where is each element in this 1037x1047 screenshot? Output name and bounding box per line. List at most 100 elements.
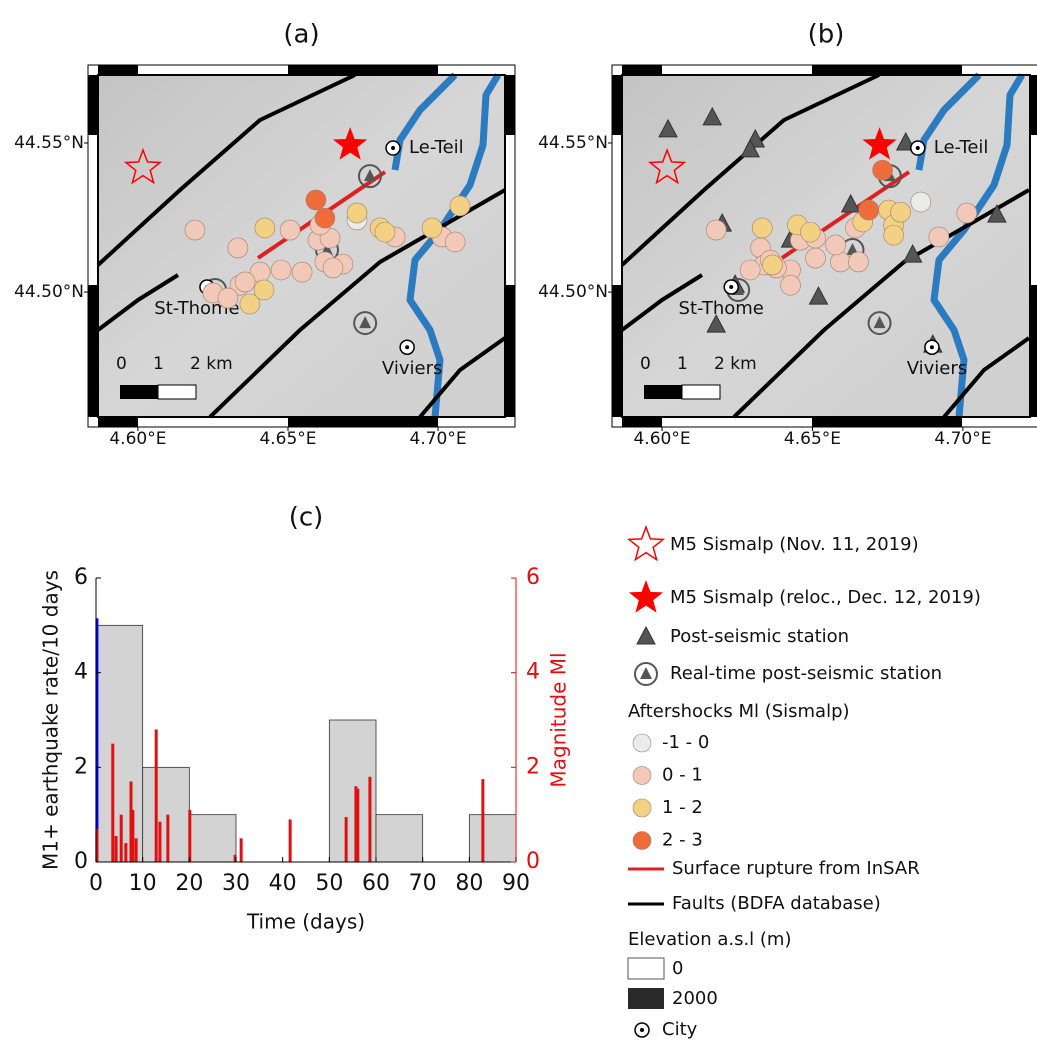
y-tick-label: 44.55°N (538, 133, 608, 153)
fault (96, 273, 180, 332)
aftershock (270, 259, 292, 281)
scale-white (681, 384, 721, 400)
y-tick-label: 4 (74, 660, 88, 685)
legend-elev-low (627, 957, 665, 980)
fault (732, 188, 1030, 419)
aftershock (253, 279, 275, 301)
star-marker (333, 127, 368, 160)
histogram-bar (142, 766, 190, 863)
aftershock (322, 257, 344, 279)
scale-label: 1 (153, 354, 164, 374)
aftershock (234, 271, 256, 293)
aftershock (848, 251, 869, 273)
scale-label: 1 (677, 354, 688, 374)
x-tick-label: 40 (269, 871, 297, 896)
triangle (359, 316, 372, 329)
y2-tick-label: 4 (526, 660, 540, 685)
aftershock (279, 219, 301, 241)
ring (867, 311, 892, 336)
legend-label: Elevation a.s.l (m) (628, 929, 792, 950)
aftershock (910, 191, 932, 213)
frame-bar (288, 417, 438, 427)
legend-swatch (632, 733, 652, 753)
x-tick-label: 4.65°E (784, 429, 841, 449)
star (647, 147, 687, 185)
x-tick-label: 4.70°E (934, 429, 991, 449)
fault (620, 273, 704, 332)
city-marker (924, 339, 940, 355)
frame-outline (87, 64, 516, 428)
frame-bar (1030, 357, 1037, 417)
y-tick-label: 44.50°N (538, 282, 608, 302)
frame-outline (611, 64, 1037, 428)
panel-title: (c) (289, 503, 324, 533)
open-star-marker (123, 147, 163, 185)
aftershock (291, 261, 313, 283)
aftershock (314, 207, 336, 229)
legend-label: Aftershocks Ml (Sismalp) (628, 701, 850, 722)
scale-label: 0 (640, 354, 651, 374)
y2-axis-label: Magnitude Ml (547, 652, 571, 787)
legend-label: Surface rupture from InSAR (672, 858, 920, 879)
aftershock (762, 254, 783, 276)
legend-label: Post-seismic station (670, 626, 849, 647)
frame-bar (98, 65, 138, 75)
triangle-marker (840, 193, 861, 213)
fault (96, 73, 356, 267)
legend-label: City (662, 1019, 698, 1040)
legend-label: Real-time post-seismic station (670, 663, 942, 684)
scale-label: 0 (116, 354, 127, 374)
histogram-bar (375, 814, 424, 863)
x-tick-label: 4.65°E (259, 429, 316, 449)
aftershock (305, 189, 327, 211)
ring (634, 662, 658, 686)
triangle-marker (702, 106, 723, 126)
city-dot (929, 345, 934, 350)
city-label: Le-Teil (934, 137, 989, 158)
y-tick-label: 44.55°N (14, 133, 84, 153)
river (915, 72, 982, 171)
ring-marker (353, 311, 378, 336)
city-label: St-Thome (679, 298, 764, 319)
panel-title: (b) (808, 20, 845, 50)
aftershock (254, 217, 276, 239)
ring-marker (357, 164, 382, 189)
aftershock (780, 274, 801, 296)
triangle (846, 243, 859, 256)
legend-label: 0 - 1 (662, 765, 703, 786)
city-dot (391, 146, 396, 151)
x-tick-label: 70 (409, 871, 437, 896)
frame-bar (612, 75, 622, 135)
y2-tick-label: 6 (526, 565, 540, 590)
ring (357, 164, 382, 189)
fault (942, 336, 1031, 419)
open-star-marker (626, 524, 666, 562)
histogram-bar (328, 719, 377, 863)
scale-white (157, 384, 197, 400)
city-marker (385, 140, 401, 156)
city-marker (723, 279, 739, 295)
x-tick-label: 10 (129, 871, 157, 896)
aftershock (449, 195, 471, 217)
x-tick-label: 4.60°E (633, 429, 690, 449)
aftershock (956, 202, 978, 224)
frame-bar (812, 417, 962, 427)
frame-bar (622, 65, 662, 75)
open-star-marker (647, 147, 687, 185)
city-dot (640, 1028, 644, 1032)
triangle (658, 118, 678, 138)
triangle (640, 667, 652, 679)
triangle (706, 314, 727, 333)
city-dot (915, 146, 920, 151)
city-label: Le-Teil (409, 137, 464, 158)
aftershock (825, 234, 846, 256)
city-label: Viviers (907, 358, 967, 379)
x-tick-label: 50 (315, 871, 343, 896)
x-tick-label: 0 (89, 871, 103, 896)
legend-label: 0 (672, 958, 683, 979)
x-axis-label: Time (days) (246, 910, 365, 934)
triangle-marker (902, 244, 923, 263)
aftershock (751, 217, 773, 239)
legend-label: M5 Sismalp (Nov. 11, 2019) (670, 534, 919, 555)
aftershock (239, 293, 261, 315)
